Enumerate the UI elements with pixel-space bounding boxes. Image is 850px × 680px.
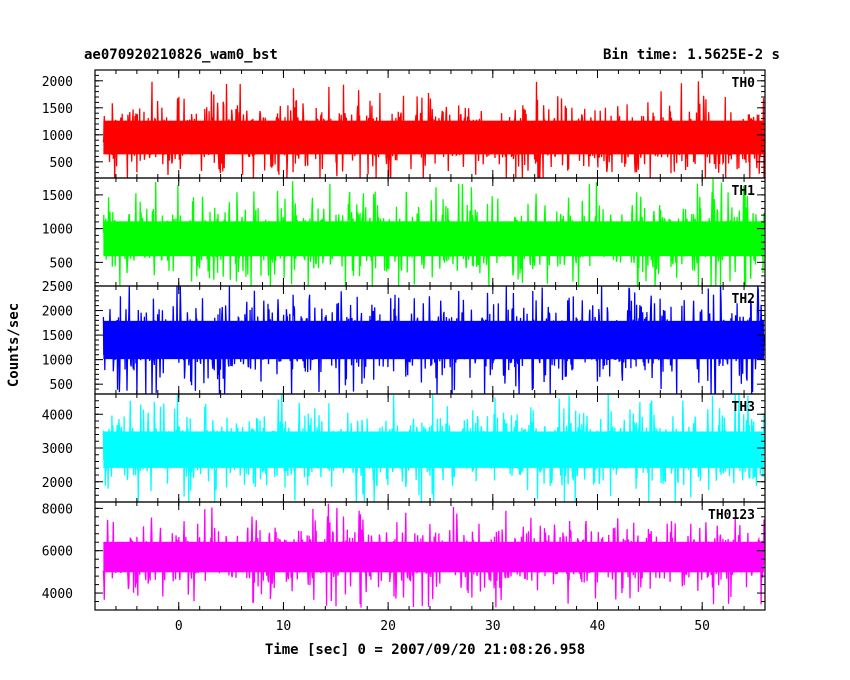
- panel-th1: 500 1000 1500 TH1: [42, 177, 766, 287]
- panel-th3: 2000 3000 4000 TH3: [42, 393, 766, 503]
- y-tick-label: 2000: [42, 476, 73, 491]
- y-tick-label: 500: [50, 156, 73, 171]
- series-label-th3: TH3: [732, 400, 755, 415]
- y-tick-label: 1000: [42, 129, 73, 144]
- y-tick-label: 1000: [42, 354, 73, 369]
- series-label-th2: TH2: [732, 292, 755, 307]
- series-label-th1: TH1: [732, 184, 756, 199]
- y-tick-label: 1500: [42, 102, 73, 117]
- x-tick-label: 50: [694, 619, 710, 634]
- y-tick-label: 1500: [42, 329, 73, 344]
- y-axis-label: Counts/sec: [6, 303, 22, 387]
- chart-title: ae070920210826_wam0_bst: [84, 47, 278, 63]
- panel-th0: 500 1000 1500 2000 TH0: [42, 69, 766, 179]
- y-tick-label: 1000: [42, 223, 73, 238]
- x-tick-label: 40: [590, 619, 606, 634]
- x-tick-label: 30: [485, 619, 501, 634]
- x-tick-label: 0: [175, 619, 183, 634]
- x-axis-label: Time [sec] 0 = 2007/09/20 21:08:26.958: [265, 642, 585, 658]
- panel-th2: 500 1000 1500 2000 2500 TH2: [42, 280, 766, 395]
- y-tick-label: 4000: [42, 587, 73, 602]
- y-tick-label: 8000: [42, 502, 73, 517]
- series-core-th3: [103, 431, 764, 468]
- series-label-th0: TH0: [732, 76, 756, 91]
- bin-time-label: Bin time: 1.5625E-2 s: [603, 47, 780, 63]
- y-tick-label: 3000: [42, 442, 73, 457]
- series-core-th0123: [103, 541, 764, 573]
- y-tick-label: 500: [50, 378, 73, 393]
- y-tick-label: 2500: [42, 280, 73, 295]
- x-tick-label: 10: [276, 619, 292, 634]
- series-core-th1: [103, 221, 764, 257]
- x-tick-label: 20: [380, 619, 396, 634]
- panel-th0123: 4000 6000 8000 TH0123: [42, 501, 766, 611]
- y-tick-label: 1500: [42, 189, 73, 204]
- series-label-th0123: TH0123: [708, 508, 755, 523]
- y-tick-label: 500: [50, 256, 73, 271]
- series-core-th2: [103, 320, 764, 360]
- y-tick-label: 2000: [42, 305, 73, 320]
- series-core-th0: [103, 120, 764, 155]
- y-tick-label: 2000: [42, 75, 73, 90]
- y-tick-label: 4000: [42, 408, 73, 423]
- y-tick-label: 6000: [42, 545, 73, 560]
